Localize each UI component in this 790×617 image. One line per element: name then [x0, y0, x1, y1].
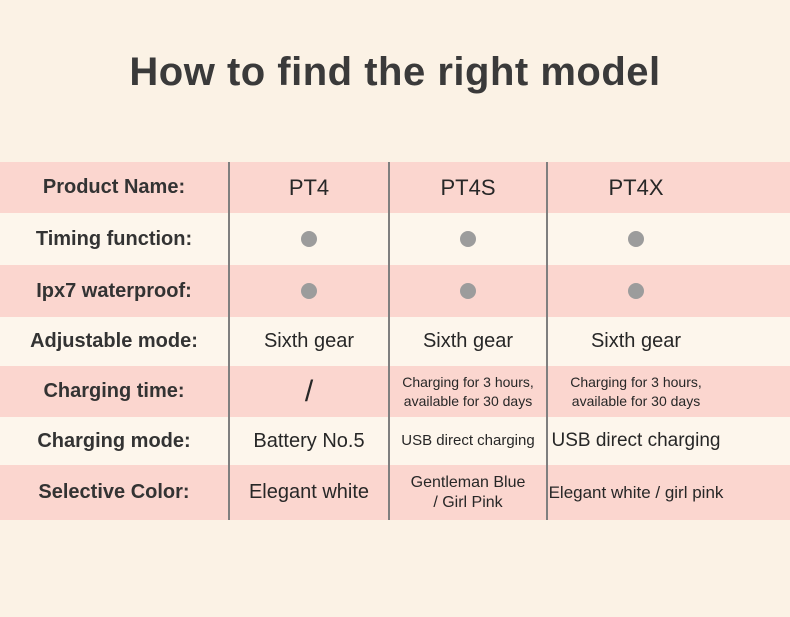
cell-color-pt4: Elegant white [228, 465, 388, 520]
cell-color-pt4x: Elegant white / girl pink [546, 465, 790, 520]
feature-present-dot-icon [460, 231, 476, 247]
cell-charging-time-pt4: / [228, 366, 388, 417]
cell-waterproof-pt4s [388, 265, 546, 317]
feature-present-dot-icon [628, 283, 644, 299]
row-label-product-name: Product Name: [0, 162, 228, 213]
cell-waterproof-pt4 [228, 265, 388, 317]
cell-charging-time-pt4x: Charging for 3 hours, available for 30 d… [546, 366, 790, 417]
cell-product-name-pt4x: PT4X [546, 162, 790, 213]
feature-present-dot-icon [460, 283, 476, 299]
cell-charging-time-pt4s: Charging for 3 hours, available for 30 d… [388, 366, 546, 417]
row-label-charging-mode: Charging mode: [0, 417, 228, 465]
feature-present-dot-icon [301, 283, 317, 299]
cell-timing-pt4s [388, 213, 546, 265]
cell-mode-pt4x: Sixth gear [546, 317, 790, 366]
cell-mode-pt4s: Sixth gear [388, 317, 546, 366]
row-label-waterproof: Ipx7 waterproof: [0, 265, 228, 317]
row-label-selective-color: Selective Color: [0, 465, 228, 520]
cell-timing-pt4 [228, 213, 388, 265]
cell-charging-mode-pt4s: USB direct charging [388, 417, 546, 465]
cell-timing-pt4x [546, 213, 790, 265]
cell-color-pt4s: Gentleman Blue / Girl Pink [388, 465, 546, 520]
cell-waterproof-pt4x [546, 265, 790, 317]
feature-present-dot-icon [301, 231, 317, 247]
cell-mode-pt4: Sixth gear [228, 317, 388, 366]
cell-product-name-pt4: PT4 [228, 162, 388, 213]
comparison-table: Product Name: PT4 PT4S PT4X Timing funct… [0, 162, 790, 520]
row-label-charging-time: Charging time: [0, 366, 228, 417]
feature-present-dot-icon [628, 231, 644, 247]
row-label-timing-function: Timing function: [0, 213, 228, 265]
row-label-adjustable-mode: Adjustable mode: [0, 317, 228, 366]
cell-charging-mode-pt4x: USB direct charging [546, 417, 790, 465]
cell-product-name-pt4s: PT4S [388, 162, 546, 213]
page-title: How to find the right model [129, 50, 661, 94]
cell-charging-mode-pt4: Battery No.5 [228, 417, 388, 465]
